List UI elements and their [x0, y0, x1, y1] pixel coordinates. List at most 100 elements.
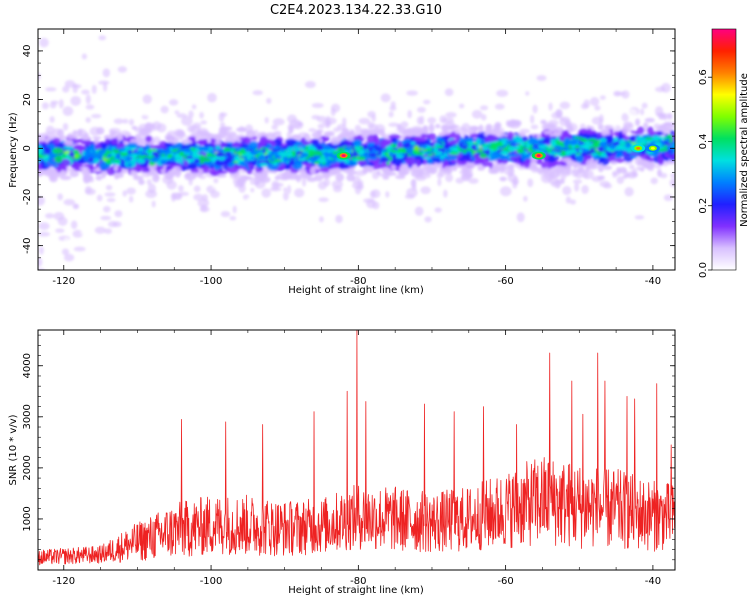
heatmap-cell	[388, 111, 394, 118]
heatmap-cell	[274, 175, 281, 181]
heatmap-cell	[130, 138, 142, 145]
heatmap-cell	[507, 172, 517, 183]
heatmap-cell	[565, 149, 574, 155]
heatmap-cell	[335, 173, 345, 182]
heatmap-cell	[636, 161, 642, 166]
heatmap-cell	[506, 153, 519, 157]
heatmap-cell	[167, 169, 176, 178]
heatmap-cell	[111, 151, 116, 156]
heatmap-cell	[211, 134, 221, 140]
heatmap-cell	[203, 158, 212, 163]
heatmap-cell	[57, 128, 64, 138]
heatmap-cell	[593, 143, 599, 148]
heatmap-cell	[164, 133, 174, 142]
heatmap-cell	[516, 148, 525, 154]
heatmap-cell	[160, 105, 169, 114]
heatmap-y-axis-label: Frequency (Hz)	[8, 112, 19, 188]
heatmap-cell	[259, 162, 268, 167]
heatmap-cell	[404, 194, 415, 200]
heatmap-cell	[288, 125, 294, 134]
heatmap-cell	[376, 169, 381, 176]
heatmap-cell	[532, 104, 538, 114]
heatmap-cell	[330, 163, 340, 169]
heatmap-cell	[248, 141, 259, 150]
heatmap-cell	[126, 142, 138, 148]
heatmap-cell	[602, 165, 613, 170]
heatmap-cell	[553, 145, 563, 151]
heatmap-cell	[355, 147, 361, 151]
heatmap-cell	[168, 99, 179, 106]
heatmap-cell	[547, 146, 553, 150]
heatmap-cell	[74, 153, 79, 158]
heatmap-cell	[72, 145, 85, 150]
heatmap-cell	[287, 114, 297, 124]
heatmap-cell	[548, 123, 556, 132]
heatmap-cell	[356, 160, 368, 165]
heatmap-cell	[138, 179, 145, 185]
heatmap-cell	[512, 180, 518, 189]
heatmap-cell	[555, 152, 562, 156]
heatmap-cell	[375, 128, 386, 135]
heatmap-cell	[38, 195, 46, 206]
heatmap-cell	[96, 127, 105, 135]
heatmap-cell	[597, 123, 604, 131]
heatmap-cell	[435, 123, 441, 129]
heatmap-cell	[61, 248, 70, 256]
heatmap-cell	[543, 130, 552, 135]
heatmap-cell	[425, 148, 433, 152]
heatmap-cell	[540, 132, 547, 139]
heatmap-cell	[371, 189, 381, 199]
heatmap-cell	[475, 135, 486, 139]
heatmap-cell	[480, 114, 487, 121]
heatmap-cell	[284, 166, 291, 170]
heatmap-cells	[38, 35, 675, 270]
heatmap-cell	[643, 122, 649, 129]
heatmap-cell	[620, 146, 628, 151]
snr-x-tick-label: -40	[645, 576, 661, 587]
heatmap-cell	[52, 137, 61, 145]
heatmap-cell	[647, 126, 654, 135]
heatmap-cell	[604, 124, 614, 130]
heatmap-cell	[224, 138, 235, 143]
heatmap-cell	[525, 91, 530, 96]
heatmap-cell	[385, 145, 393, 150]
heatmap-cell	[95, 143, 102, 151]
heatmap-cell	[468, 178, 479, 184]
heatmap-cell	[203, 167, 210, 174]
heatmap-cell	[159, 151, 164, 155]
heatmap-cell	[548, 177, 560, 185]
heatmap-cell	[258, 154, 266, 160]
heatmap-cell	[621, 90, 630, 99]
heatmap-cell	[57, 193, 63, 201]
heatmap-cell	[49, 175, 58, 183]
heatmap-cell	[79, 166, 90, 170]
heatmap-cell	[409, 145, 414, 151]
heatmap-cell	[476, 149, 484, 153]
heatmap-cell	[464, 134, 469, 139]
heatmap-cell	[508, 163, 515, 170]
heatmap-cell	[212, 154, 216, 158]
heatmap-cell	[287, 152, 293, 158]
heatmap-cell	[390, 101, 396, 109]
heatmap-cell	[38, 222, 50, 231]
snr-y-ticks: 1000 2000 3000 4000	[22, 334, 675, 571]
heatmap-y-tick-label: -20	[22, 189, 33, 205]
heatmap-cell	[294, 188, 305, 198]
heatmap-cell	[166, 180, 177, 190]
heatmap-cell	[505, 139, 517, 145]
heatmap-cell	[98, 80, 110, 85]
heatmap-cell	[581, 184, 589, 194]
heatmap-cell	[486, 194, 492, 200]
heatmap-cell	[39, 37, 49, 48]
heatmap-cell	[572, 179, 583, 184]
heatmap-cell	[380, 93, 391, 103]
heatmap-cell	[69, 152, 75, 157]
heatmap-cell	[55, 228, 65, 233]
heatmap-cell	[410, 169, 423, 178]
heatmap-cell	[400, 149, 408, 154]
heatmap-cell	[322, 120, 331, 126]
heatmap-cell	[509, 156, 517, 161]
heatmap-cell	[497, 154, 505, 159]
heatmap-cell	[494, 152, 501, 156]
heatmap-cell	[62, 152, 67, 159]
